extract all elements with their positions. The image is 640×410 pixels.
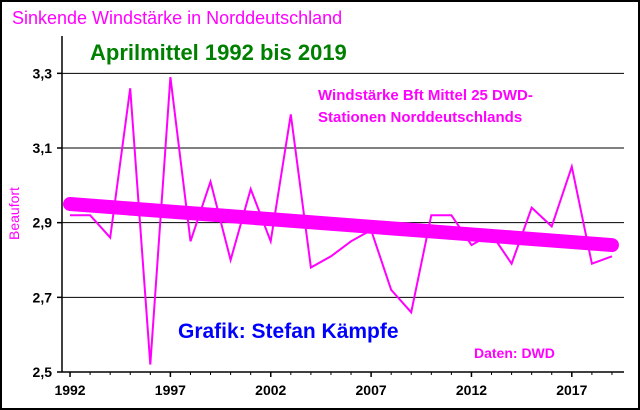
chart-subtitle: Aprilmittel 1992 bis 2019: [90, 40, 347, 65]
axes: 2,5 2,7 2,9 3,1 3,3 1992 1997 2002 2007 2012 2017: [33, 36, 624, 398]
y-tick-label: 3,1: [33, 140, 53, 156]
chart-title: Sinkende Windstärke in Norddeutschland: [12, 8, 342, 28]
chart-marks: [63, 76, 619, 365]
x-tick-label: 2012: [456, 382, 487, 398]
y-tick-label: 2,9: [33, 215, 53, 231]
x-tick-label: 2002: [255, 382, 286, 398]
series-label-line-2: Stationen Norddeutschlands: [318, 109, 522, 126]
y-tick-label: 3,3: [33, 65, 53, 81]
x-tick-label: 2007: [356, 382, 387, 398]
source-label: Daten: DWD: [474, 345, 555, 361]
y-axis-label: Beaufort: [6, 187, 22, 240]
credit-label: Grafik: Stefan Kämpfe: [178, 320, 399, 343]
grid-lines: [62, 72, 624, 298]
series-label-line-1: Windstärke Bft Mittel 25 DWD-: [318, 87, 533, 104]
x-tick-label: 1997: [155, 382, 186, 398]
y-tick-label: 2,7: [33, 289, 53, 305]
x-tick-label: 2017: [556, 382, 587, 398]
chart-labels: Sinkende Windstärke in Norddeutschland A…: [6, 8, 555, 361]
y-tick-label: 2,5: [33, 364, 53, 380]
series-line: [70, 76, 613, 365]
x-tick-label: 1992: [54, 382, 85, 398]
